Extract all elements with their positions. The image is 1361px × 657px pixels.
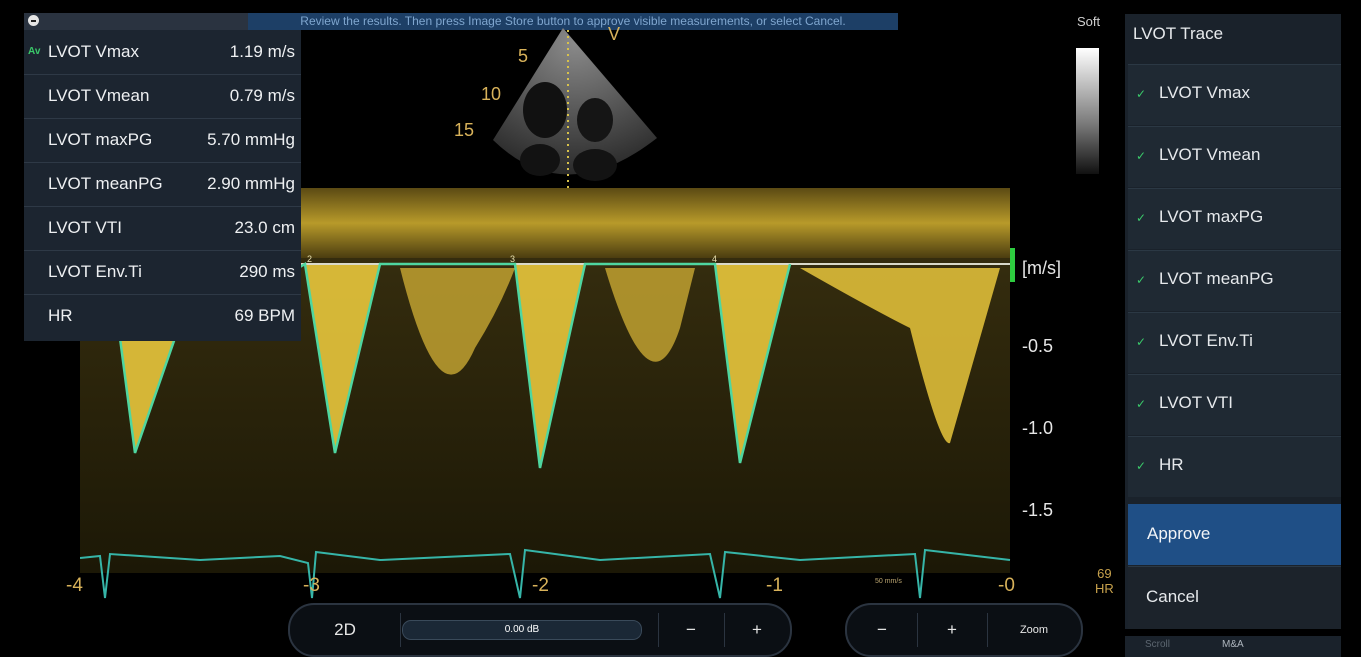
divider — [658, 613, 659, 647]
measurement-value: 0.79 m/s — [229, 86, 295, 105]
measurement-label: LVOT Vmean — [48, 86, 150, 105]
panel-item-label: LVOT VTI — [1159, 393, 1234, 412]
measurement-row: LVOT Vmean 0.79 m/s — [24, 74, 301, 119]
approve-label: Approve — [1147, 524, 1211, 543]
grayscale-bar — [1076, 48, 1099, 174]
measurement-value: 1.19 m/s — [229, 42, 295, 61]
panel-item-lvot-vmean[interactable]: ✓ LVOT Vmean — [1128, 126, 1341, 187]
cycle-label: 2 — [307, 254, 313, 264]
instruction-banner: Review the results. Then press Image Sto… — [248, 13, 898, 30]
panel-item-label: HR — [1159, 455, 1184, 474]
measurement-value: 69 BPM — [234, 306, 295, 325]
measurement-value: 2.90 mmHg — [207, 174, 295, 193]
velocity-scale-label: -0.5 — [1022, 336, 1054, 356]
measurement-row: LVOT VTI 23.0 cm — [24, 206, 301, 251]
side-hr-unit: HR — [1095, 581, 1114, 596]
depth-label: 15 — [454, 120, 475, 140]
time-axis-label: -3 — [303, 575, 320, 596]
check-icon: ✓ — [1136, 335, 1147, 349]
time-axis-label: -4 — [66, 575, 83, 596]
scroll-tab[interactable]: Scroll — [1145, 639, 1171, 650]
panel-item-label: LVOT Env.Ti — [1159, 331, 1253, 350]
divider — [917, 613, 918, 647]
check-icon: ✓ — [1136, 211, 1147, 225]
measurement-label: HR — [48, 306, 73, 325]
zoom-minus-button[interactable]: − — [877, 620, 887, 639]
time-axis-label: -1 — [766, 575, 783, 596]
panel-item-label: LVOT Vmean — [1159, 145, 1261, 164]
measurement-results-table: Av LVOT Vmax 1.19 m/s LVOT Vmean 0.79 m/… — [24, 30, 301, 341]
measurement-row: LVOT Vmax 1.19 m/s — [24, 30, 301, 75]
measurement-label: LVOT Vmax — [48, 42, 140, 61]
measurement-value: 290 ms — [239, 262, 295, 281]
measurement-value: 5.70 mmHg — [207, 130, 295, 149]
panel-item-lvot-vmax[interactable]: ✓ LVOT Vmax — [1128, 64, 1341, 125]
zoom-control-bar: − + Zoom — [845, 603, 1083, 657]
echo-sector-image: 5 10 15 V — [445, 20, 675, 195]
time-axis-label: -0 — [998, 575, 1015, 596]
av-badge: Av — [28, 46, 41, 57]
panel-item-label: LVOT meanPG — [1159, 269, 1274, 288]
panel-item-lvot-env-ti[interactable]: ✓ LVOT Env.Ti — [1128, 312, 1341, 373]
divider — [987, 613, 988, 647]
approve-button[interactable]: Approve — [1128, 504, 1341, 565]
mode-2d-button[interactable]: 2D — [334, 620, 356, 639]
measurement-label: LVOT meanPG — [48, 174, 163, 193]
cancel-button[interactable]: Cancel — [1128, 566, 1341, 629]
check-icon: ✓ — [1136, 87, 1147, 101]
check-icon: ✓ — [1136, 149, 1147, 163]
zoom-button[interactable]: Zoom — [1019, 624, 1049, 636]
measurement-header-strip — [24, 13, 248, 30]
depth-label: 5 — [518, 46, 529, 66]
gain-value: 0.00 dB — [504, 624, 540, 635]
measurement-row: HR 69 BPM — [24, 294, 301, 338]
measurement-value: 23.0 cm — [234, 218, 295, 237]
panel-item-label: LVOT maxPG — [1159, 207, 1264, 226]
measurement-label: LVOT maxPG — [48, 130, 153, 149]
panel-item-lvot-meanpg[interactable]: ✓ LVOT meanPG — [1128, 250, 1341, 311]
panel-title: LVOT Trace — [1133, 24, 1224, 43]
velocity-scale-label: -1.0 — [1022, 418, 1054, 438]
velocity-unit-label: [m/s] — [1022, 258, 1061, 278]
check-icon: ✓ — [1136, 397, 1147, 411]
panel-item-label: LVOT Vmax — [1159, 83, 1251, 102]
gain-control-bar: 2D 0.00 dB − + — [288, 603, 792, 657]
check-icon: ✓ — [1136, 459, 1147, 473]
measurement-row: LVOT Env.Ti 290 ms — [24, 250, 301, 295]
side-heart-rate: 69 HR — [1095, 566, 1114, 596]
panel-item-lvot-vti[interactable]: ✓ LVOT VTI — [1128, 374, 1341, 435]
cycle-label: 3 — [510, 254, 516, 264]
measurement-row: LVOT maxPG 5.70 mmHg — [24, 118, 301, 163]
panel-footer: Scroll M&A — [1125, 636, 1341, 657]
check-icon: ✓ — [1136, 273, 1147, 287]
time-axis-label: -2 — [532, 575, 549, 596]
gain-minus-button[interactable]: − — [686, 620, 696, 639]
gain-plus-button[interactable]: + — [752, 620, 762, 639]
velocity-scale-label: -1.5 — [1022, 500, 1054, 520]
mga-tab[interactable]: M&A — [1222, 639, 1244, 650]
divider — [724, 613, 725, 647]
sweep-speed-label: 50 mm/s — [875, 578, 902, 585]
measurement-label: LVOT VTI — [48, 218, 123, 237]
collapse-icon[interactable] — [28, 15, 39, 26]
grayscale-label: Soft — [1077, 14, 1101, 29]
panel-item-lvot-maxpg[interactable]: ✓ LVOT maxPG — [1128, 188, 1341, 249]
measurement-label: LVOT Env.Ti — [48, 262, 142, 281]
panel-item-hr[interactable]: ✓ HR — [1128, 436, 1341, 497]
divider — [400, 613, 401, 647]
measurement-row: LVOT meanPG 2.90 mmHg — [24, 162, 301, 207]
cycle-label: 4 — [712, 254, 718, 264]
gain-slider[interactable]: 0.00 dB — [402, 620, 642, 640]
sector-marker: V — [608, 24, 621, 44]
depth-label: 10 — [481, 84, 502, 104]
zoom-plus-button[interactable]: + — [947, 620, 957, 639]
measurement-panel: LVOT Trace ✓ LVOT Vmax ✓ LVOT Vmean ✓ LV… — [1125, 14, 1341, 629]
side-hr-value: 69 — [1097, 566, 1112, 581]
cancel-label: Cancel — [1146, 587, 1199, 606]
